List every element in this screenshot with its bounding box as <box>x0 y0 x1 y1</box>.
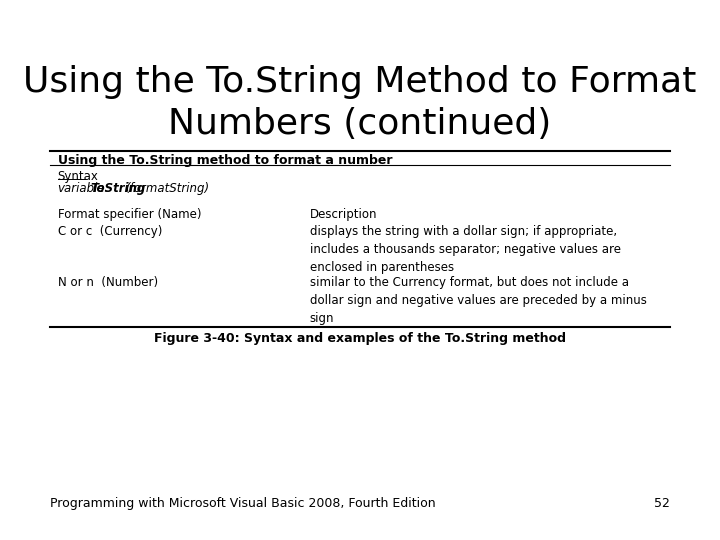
Text: displays the string with a dollar sign; if appropriate,
includes a thousands sep: displays the string with a dollar sign; … <box>310 225 621 274</box>
Text: Figure 3-40: Syntax and examples of the To.String method: Figure 3-40: Syntax and examples of the … <box>154 332 566 345</box>
Text: N or n  (Number): N or n (Number) <box>58 276 158 289</box>
Text: variable.: variable. <box>58 182 109 195</box>
Text: Description: Description <box>310 208 377 221</box>
Text: Format specifier (Name): Format specifier (Name) <box>58 208 201 221</box>
Text: similar to the Currency format, but does not include a
dollar sign and negative : similar to the Currency format, but does… <box>310 276 647 326</box>
Text: Syntax: Syntax <box>58 170 99 183</box>
Text: C or c  (Currency): C or c (Currency) <box>58 225 162 238</box>
Text: ToString: ToString <box>91 182 146 195</box>
Text: 52: 52 <box>654 497 670 510</box>
Text: Using the To.String method to format a number: Using the To.String method to format a n… <box>58 154 392 167</box>
Text: Using the To.String Method to Format
Numbers (continued): Using the To.String Method to Format Num… <box>23 65 697 141</box>
Text: (formatString): (formatString) <box>125 182 210 195</box>
Text: Programming with Microsoft Visual Basic 2008, Fourth Edition: Programming with Microsoft Visual Basic … <box>50 497 436 510</box>
